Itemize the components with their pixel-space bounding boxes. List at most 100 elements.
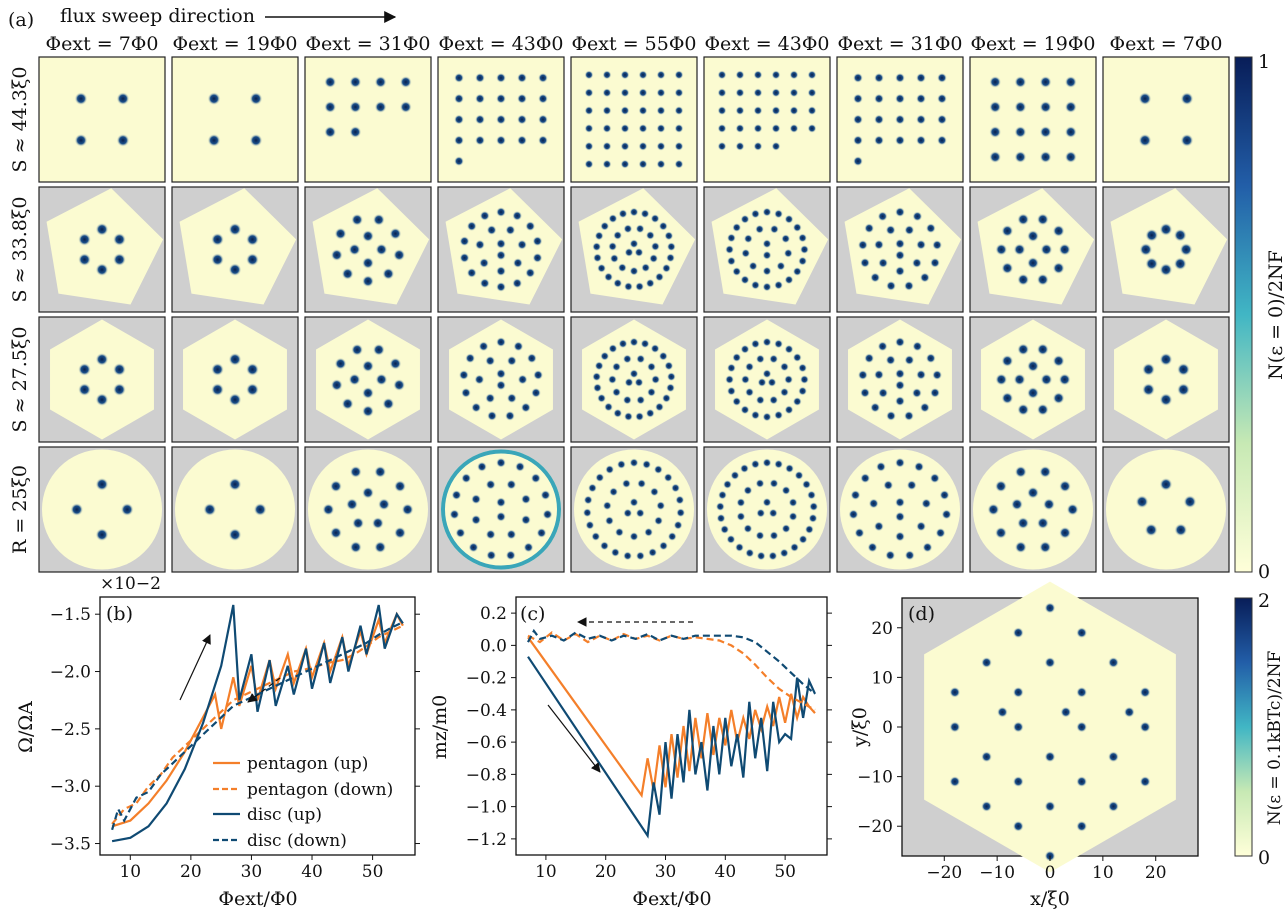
vortex-map-cell: [836, 56, 964, 183]
vortex-core: [371, 517, 384, 530]
vortex-core: [618, 339, 628, 349]
vortex-core: [1027, 486, 1039, 499]
vortex-core: [1059, 480, 1072, 493]
vortex-core: [341, 267, 354, 280]
vortex-core: [496, 457, 506, 468]
hexagon-region: [1114, 319, 1218, 440]
vortex-core: [597, 393, 607, 403]
vortex-core: [874, 114, 884, 125]
vortex-core: [1076, 627, 1088, 639]
vortex-core: [454, 156, 464, 167]
vortex-core: [112, 362, 126, 376]
vortex-core: [666, 383, 676, 393]
vortex-core: [921, 498, 932, 509]
cell-background: [305, 57, 431, 182]
vortex-core: [904, 355, 915, 366]
vortex-core: [776, 261, 786, 271]
vortex-core: [753, 141, 763, 151]
vortex-core: [622, 395, 632, 405]
vortex-core: [349, 126, 362, 138]
vortex-core: [542, 509, 553, 520]
vortex-core: [912, 211, 923, 222]
vortex-core: [726, 534, 736, 544]
vortex-core: [1001, 392, 1014, 405]
vortex-core: [768, 508, 778, 518]
vortex-core: [322, 503, 335, 516]
vortex-core: [1159, 263, 1173, 277]
panel-b-ylabel: Ω/ΩA: [15, 701, 37, 753]
hexagon-region: [183, 319, 287, 440]
vortex-core: [874, 72, 884, 83]
vortex-core: [781, 485, 791, 495]
vortex-core: [610, 547, 620, 557]
row-label-size: S ≈ 27.5ξ0: [9, 327, 31, 433]
vortex-core: [249, 92, 263, 106]
vortex-map-cell: [969, 446, 1097, 573]
vortex-core: [750, 209, 760, 219]
colorbar-d-min: 0: [1258, 847, 1270, 869]
vortex-core: [1107, 657, 1119, 668]
vortex-core: [937, 135, 947, 146]
vortex-core: [585, 520, 595, 530]
vortex-core: [635, 412, 645, 422]
vortex-core: [496, 368, 506, 379]
vortex-core: [916, 72, 926, 83]
vortex-core: [629, 337, 639, 347]
vortex-core: [989, 101, 1002, 113]
column-header-flux: Φext = 7Φ0: [1110, 33, 1223, 55]
vortex-core: [474, 239, 485, 250]
vortex-core: [602, 501, 612, 511]
vortex-core: [873, 521, 884, 532]
vortex-core: [903, 280, 914, 291]
vortex-core: [651, 375, 661, 384]
vortex-core: [1014, 541, 1027, 554]
panel-b-plot: (b) ×10−2 Ω/ΩA Φext/Φ0 10 20 30 40 50 −1.5 −2.…: [15, 574, 420, 910]
vortex-core: [792, 222, 802, 232]
vortex-core: [538, 72, 548, 83]
vortex-map-cell: [171, 56, 299, 183]
vortex-core: [245, 362, 259, 376]
vortex-core: [929, 473, 940, 484]
vortex-core: [781, 234, 791, 244]
vortex-core: [762, 250, 772, 260]
vortex-core: [1039, 151, 1052, 163]
vortex-core: [753, 70, 763, 80]
vortex-core: [245, 253, 259, 267]
vortex-core: [717, 106, 727, 116]
vortex-map-cell: [304, 186, 432, 313]
vortex-core: [517, 72, 527, 83]
vortex-core: [878, 257, 889, 268]
vortex-core: [211, 362, 225, 376]
cell-frame: [38, 446, 166, 573]
row-label-size: S ≈ 44.3ξ0: [9, 67, 31, 173]
series-line: [527, 631, 816, 711]
vortex-core: [1040, 243, 1053, 256]
vortex-core: [774, 459, 784, 469]
vortex-core: [372, 343, 385, 356]
x-tick-label: 10: [119, 862, 141, 882]
vortex-core: [853, 72, 863, 83]
vortex-core: [1012, 686, 1024, 698]
legend-pentagon-up: pentagon (up): [247, 754, 368, 774]
vortex-core: [517, 374, 528, 385]
vortex-core: [1144, 523, 1158, 537]
vortex-core: [671, 483, 681, 493]
vortex-core: [762, 266, 772, 276]
vortex-core: [475, 114, 485, 125]
cell-frame: [836, 186, 964, 313]
vortex-core: [789, 88, 799, 98]
panel-b-ticks: 10 20 30 40 50 −1.5 −2.0 −2.5 −3.0 −3.5: [50, 605, 420, 882]
vortex-core: [485, 355, 496, 366]
vortex-core: [479, 210, 490, 221]
vortex-core: [476, 461, 487, 472]
vortex-core: [504, 410, 515, 421]
panel-d-vortices: [949, 602, 1151, 862]
vortex-core: [768, 551, 778, 561]
vortex-core: [512, 210, 523, 221]
vortex-core: [1139, 721, 1151, 733]
vortex-core: [663, 473, 673, 483]
vortex-core: [1179, 243, 1193, 256]
panel-a-label: (a): [8, 9, 34, 31]
vortex-core: [650, 241, 660, 251]
vortex-core: [1014, 151, 1027, 163]
